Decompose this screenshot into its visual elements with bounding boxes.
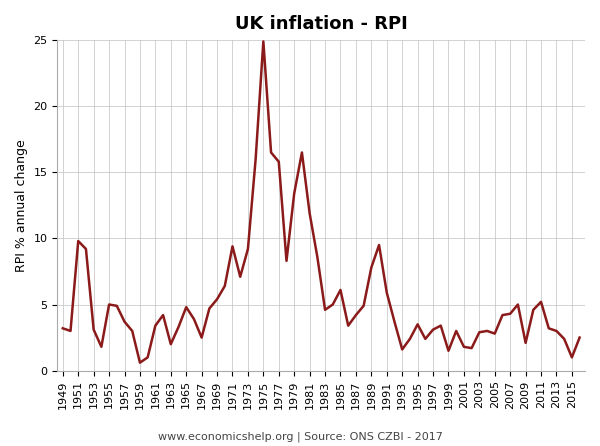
- Title: UK inflation - RPI: UK inflation - RPI: [235, 15, 407, 33]
- Y-axis label: RPI % annual change: RPI % annual change: [15, 139, 28, 272]
- Text: www.economicshelp.org | Source: ONS CZBI - 2017: www.economicshelp.org | Source: ONS CZBI…: [158, 431, 442, 442]
